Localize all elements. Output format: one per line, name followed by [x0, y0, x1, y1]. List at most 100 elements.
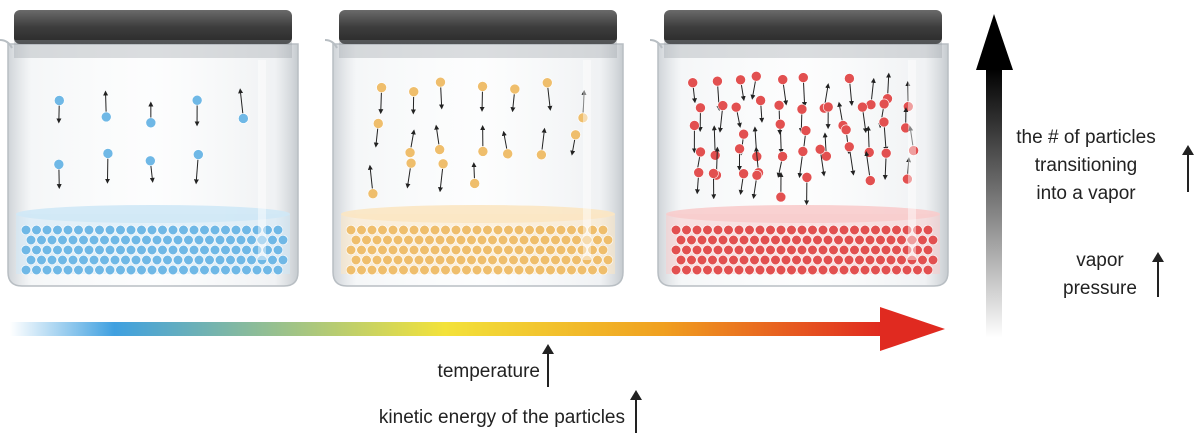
liquid-particle	[796, 244, 808, 256]
liquid-particle	[492, 224, 504, 236]
liquid-particle	[403, 234, 414, 246]
kinetic-energy-label: kinetic energy of the particles	[378, 407, 625, 428]
liquid-particle	[738, 234, 750, 246]
liquid-particle	[450, 244, 462, 256]
vapor-particle	[376, 82, 387, 93]
liquid-particle	[204, 234, 215, 246]
liquid-particle	[712, 224, 724, 236]
vapor-particle	[687, 77, 699, 88]
liquid-particle	[57, 234, 68, 246]
liquid-particle	[602, 254, 614, 266]
liquid-particle	[796, 264, 808, 276]
liquid-particle	[193, 234, 205, 246]
liquid-particle	[733, 224, 745, 236]
liquid-particle	[733, 264, 745, 276]
liquid-particle	[587, 244, 598, 256]
vapor-particle	[191, 94, 203, 106]
liquid-particle	[109, 254, 121, 266]
vapor-particle	[774, 118, 786, 130]
liquid-particle	[503, 224, 514, 236]
liquid-particle	[817, 244, 829, 256]
liquid-particle	[807, 264, 818, 276]
liquid-particle	[524, 264, 535, 276]
liquid-particle	[403, 254, 414, 266]
liquid-particle	[754, 244, 766, 256]
liquid-particle	[94, 264, 105, 276]
vapor-particle	[577, 112, 589, 124]
liquid-particle	[262, 224, 273, 236]
vapor-particle	[735, 74, 746, 86]
liquid-particle	[891, 244, 902, 256]
liquid-particle	[408, 244, 420, 256]
liquid-particle	[875, 234, 886, 246]
liquid-particle	[801, 254, 813, 266]
liquid-particle	[162, 254, 173, 266]
liquid-particle	[466, 254, 477, 266]
liquid-particle	[817, 224, 829, 236]
liquid-particle	[455, 254, 467, 266]
liquid-particle	[896, 234, 907, 246]
liquid-particle	[906, 254, 918, 266]
liquid-particle	[356, 224, 367, 236]
liquid-particle	[366, 244, 378, 256]
liquid-particle	[377, 264, 388, 276]
liquid-particle	[450, 224, 462, 236]
liquid-particle	[99, 254, 110, 266]
vapor-particle	[777, 151, 788, 162]
liquid-particle	[466, 234, 477, 246]
liquid-particle	[419, 264, 430, 276]
liquid-particle	[450, 264, 462, 276]
liquid-particle	[912, 244, 923, 256]
medium-temperature-beaker	[324, 10, 624, 287]
vapor-particle	[880, 147, 892, 159]
liquid-particle	[492, 244, 504, 256]
liquid-particle	[120, 254, 131, 266]
liquid-particle	[46, 234, 58, 246]
vapor-particle	[777, 74, 789, 85]
liquid-particle	[550, 234, 561, 246]
liquid-particle	[214, 234, 226, 246]
liquid-particle	[534, 244, 546, 256]
liquid-particle	[775, 264, 787, 276]
liquid-particle	[675, 254, 687, 266]
vapor-particle	[800, 125, 812, 136]
liquid-particle	[801, 234, 813, 246]
liquid-particle	[429, 264, 441, 276]
liquid-particle	[817, 264, 829, 276]
liquid-particle	[277, 254, 289, 266]
liquid-particle	[482, 224, 493, 236]
liquid-particle	[188, 224, 200, 236]
liquid-particle	[702, 224, 713, 236]
liquid-particle	[20, 244, 32, 256]
liquid-particle	[581, 234, 593, 246]
liquid-particle	[571, 234, 582, 246]
liquid-particle	[371, 254, 383, 266]
up-arrow-icon	[1152, 252, 1164, 297]
liquid-particle	[413, 254, 425, 266]
liquid-particle	[251, 264, 263, 276]
liquid-particle	[471, 264, 483, 276]
vapor-particle	[775, 191, 787, 203]
liquid-particle	[560, 254, 572, 266]
vapor-particle	[541, 77, 553, 89]
liquid-particle	[366, 224, 378, 236]
liquid-particle	[31, 264, 42, 276]
liquid-particle	[146, 264, 158, 276]
liquid-particle	[209, 264, 221, 276]
liquid-particle	[849, 264, 860, 276]
liquid-particle	[199, 244, 210, 256]
liquid-particle	[214, 254, 226, 266]
liquid-particle	[534, 224, 546, 236]
liquid-particle	[576, 224, 588, 236]
liquid-particle	[62, 264, 74, 276]
liquid-particle	[592, 234, 603, 246]
liquid-particle	[508, 234, 519, 246]
liquid-particle	[891, 264, 902, 276]
liquid-particle	[36, 234, 47, 246]
liquid-particle	[759, 254, 771, 266]
liquid-particle	[267, 254, 278, 266]
liquid-particle	[770, 254, 781, 266]
liquid-particle	[225, 254, 236, 266]
liquid-particle	[157, 264, 168, 276]
